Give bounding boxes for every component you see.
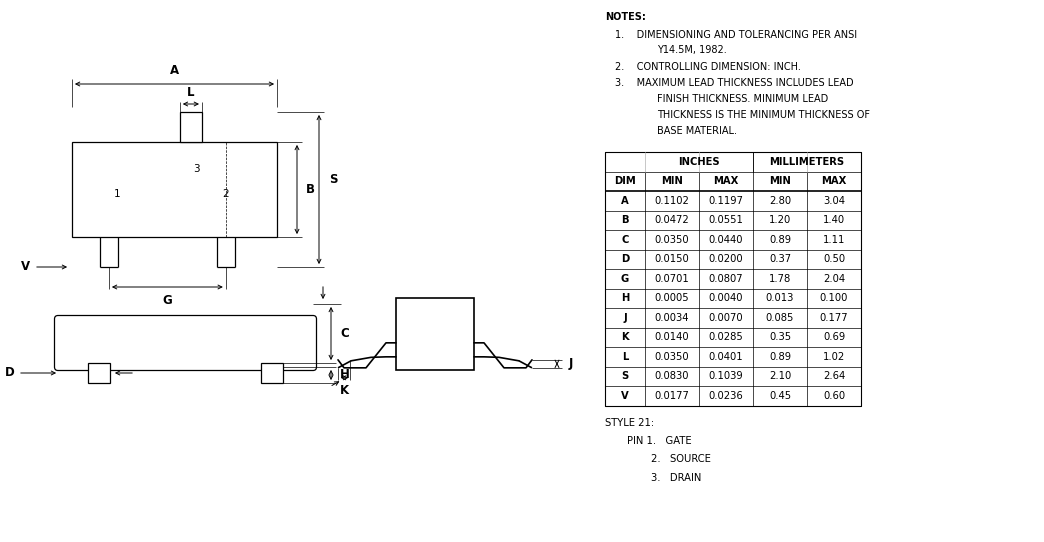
Bar <box>606 152 861 405</box>
Text: FINISH THICKNESS. MINIMUM LEAD: FINISH THICKNESS. MINIMUM LEAD <box>657 94 828 104</box>
Text: 0.100: 0.100 <box>820 293 848 304</box>
Text: Y14.5M, 1982.: Y14.5M, 1982. <box>657 46 727 55</box>
Text: MAX: MAX <box>713 176 739 186</box>
Text: J: J <box>623 313 626 322</box>
Text: 0.1039: 0.1039 <box>709 371 743 381</box>
Text: BASE MATERIAL.: BASE MATERIAL. <box>657 126 737 136</box>
Text: 2.04: 2.04 <box>823 274 845 284</box>
Text: L: L <box>187 87 194 100</box>
Text: 3: 3 <box>193 164 200 173</box>
Text: 2.80: 2.80 <box>769 196 791 206</box>
Text: H: H <box>340 369 350 382</box>
FancyBboxPatch shape <box>54 315 316 371</box>
Text: 0.37: 0.37 <box>769 254 791 264</box>
Text: G: G <box>163 294 172 306</box>
Text: B: B <box>306 183 314 196</box>
Text: C: C <box>340 327 350 340</box>
Text: 1.40: 1.40 <box>823 215 845 225</box>
Text: G: G <box>621 274 630 284</box>
Text: 0.177: 0.177 <box>820 313 849 322</box>
Text: MIN: MIN <box>661 176 683 186</box>
Text: C: C <box>621 235 628 245</box>
Text: MIN: MIN <box>769 176 791 186</box>
Text: 0.50: 0.50 <box>823 254 845 264</box>
Text: 2.   SOURCE: 2. SOURCE <box>651 455 711 464</box>
Bar <box>261 363 283 383</box>
Text: 0.0807: 0.0807 <box>709 274 743 284</box>
Text: S: S <box>329 173 337 186</box>
Text: V: V <box>621 391 628 401</box>
Text: V: V <box>21 261 30 274</box>
Text: 0.0236: 0.0236 <box>709 391 743 401</box>
Text: 0.1102: 0.1102 <box>655 196 689 206</box>
Text: 0.0177: 0.0177 <box>655 391 689 401</box>
Text: 0.89: 0.89 <box>769 352 791 362</box>
Text: INCHES: INCHES <box>679 157 719 167</box>
Text: 0.35: 0.35 <box>769 332 791 342</box>
Bar <box>88 363 110 383</box>
Text: 0.085: 0.085 <box>766 313 794 322</box>
Text: DIM: DIM <box>614 176 636 186</box>
Text: NOTES:: NOTES: <box>606 12 646 22</box>
Text: 0.45: 0.45 <box>769 391 791 401</box>
Bar <box>180 112 201 142</box>
Text: S: S <box>621 371 628 381</box>
Text: 3.   DRAIN: 3. DRAIN <box>651 473 702 482</box>
Text: A: A <box>621 196 628 206</box>
Text: 0.0200: 0.0200 <box>709 254 743 264</box>
Text: K: K <box>621 332 628 342</box>
Text: B: B <box>621 215 628 225</box>
Text: 0.69: 0.69 <box>823 332 846 342</box>
Text: 0.0070: 0.0070 <box>709 313 743 322</box>
Text: 2.    CONTROLLING DIMENSION: INCH.: 2. CONTROLLING DIMENSION: INCH. <box>615 61 801 72</box>
Text: H: H <box>621 293 630 304</box>
Text: 0.60: 0.60 <box>823 391 845 401</box>
Text: 3.    MAXIMUM LEAD THICKNESS INCLUDES LEAD: 3. MAXIMUM LEAD THICKNESS INCLUDES LEAD <box>615 78 854 87</box>
Text: 3.04: 3.04 <box>823 196 845 206</box>
Bar <box>396 298 474 370</box>
Text: 0.89: 0.89 <box>769 235 791 245</box>
Text: 2: 2 <box>222 189 229 199</box>
Text: A: A <box>170 64 180 78</box>
Text: 1.20: 1.20 <box>768 215 791 225</box>
Text: 0.0350: 0.0350 <box>655 352 689 362</box>
Text: D: D <box>621 254 630 264</box>
Text: 1: 1 <box>114 189 120 199</box>
Bar <box>72 142 277 237</box>
Text: L: L <box>622 352 628 362</box>
Text: 2.64: 2.64 <box>823 371 846 381</box>
Text: 0.0140: 0.0140 <box>655 332 689 342</box>
Text: 0.0472: 0.0472 <box>655 215 689 225</box>
Text: 0.0551: 0.0551 <box>709 215 743 225</box>
Text: K: K <box>340 384 349 397</box>
Text: 2.10: 2.10 <box>768 371 791 381</box>
Text: 0.0034: 0.0034 <box>655 313 689 322</box>
Text: 0.013: 0.013 <box>766 293 794 304</box>
Text: 0.0401: 0.0401 <box>709 352 743 362</box>
Text: 0.0440: 0.0440 <box>709 235 743 245</box>
Text: 0.0285: 0.0285 <box>709 332 743 342</box>
Text: 0.0350: 0.0350 <box>655 235 689 245</box>
Text: 0.1197: 0.1197 <box>709 196 743 206</box>
Text: 1.78: 1.78 <box>768 274 791 284</box>
Text: MAX: MAX <box>822 176 847 186</box>
Text: MILLIMETERS: MILLIMETERS <box>769 157 845 167</box>
Text: 0.0040: 0.0040 <box>709 293 743 304</box>
Text: D: D <box>5 366 15 379</box>
Text: STYLE 21:: STYLE 21: <box>606 417 655 428</box>
Text: 0.0005: 0.0005 <box>655 293 689 304</box>
Text: PIN 1.   GATE: PIN 1. GATE <box>627 436 691 447</box>
Text: 0.0830: 0.0830 <box>655 371 689 381</box>
Text: 0.0701: 0.0701 <box>655 274 689 284</box>
Text: 1.02: 1.02 <box>823 352 846 362</box>
Text: 1.11: 1.11 <box>823 235 846 245</box>
Text: THICKNESS IS THE MINIMUM THICKNESS OF: THICKNESS IS THE MINIMUM THICKNESS OF <box>657 109 870 119</box>
Text: 0.0150: 0.0150 <box>655 254 689 264</box>
Text: 1.    DIMENSIONING AND TOLERANCING PER ANSI: 1. DIMENSIONING AND TOLERANCING PER ANSI <box>615 29 857 40</box>
Text: J: J <box>569 357 573 370</box>
